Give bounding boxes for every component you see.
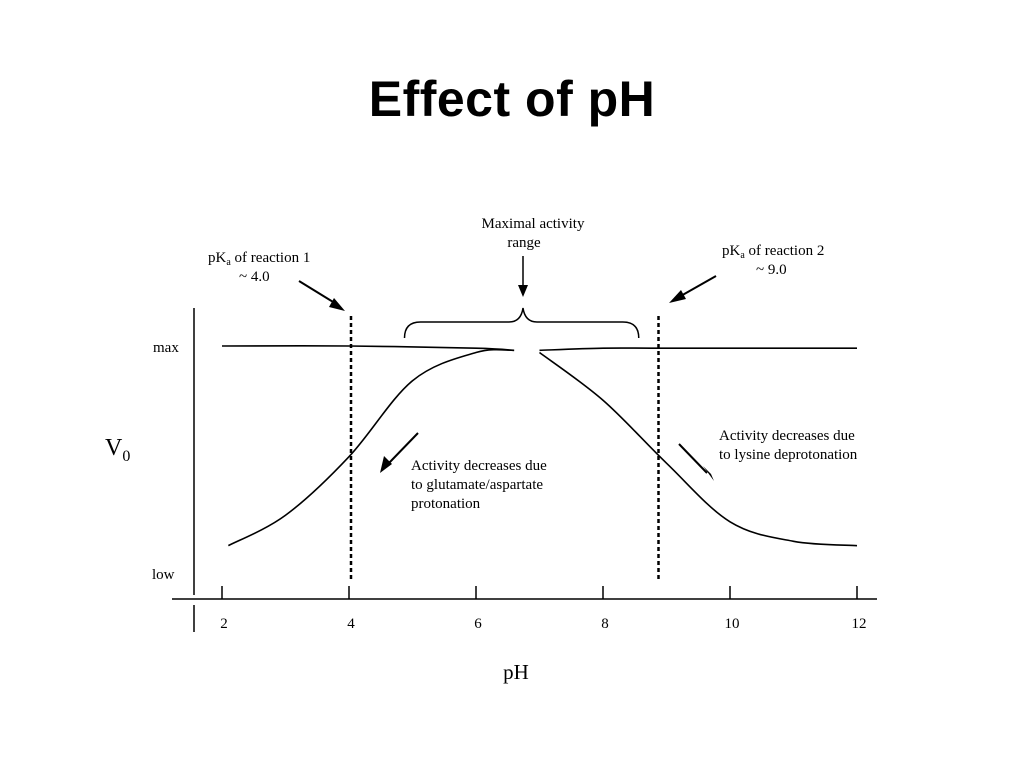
pka1-label-pre: pK: [208, 250, 227, 266]
slide-title: Effect of pH: [368, 71, 656, 127]
pka1-arrow: [298, 280, 339, 306]
annotation-right-line2: to lysine deprotonation: [719, 447, 858, 463]
x-tick-label-10: 10: [725, 616, 740, 632]
y-level-low: low: [152, 567, 175, 583]
curve-max-left: [221, 345, 515, 352]
y-axis-label-sub: 0: [122, 448, 130, 465]
pka1-label-post: of reaction 1: [231, 250, 311, 266]
x-tick-label-8: 8: [601, 616, 609, 632]
pka2-value: ~ 9.0: [756, 262, 787, 278]
pka2-label: pKa of reaction 2: [722, 243, 824, 261]
annotation-right-line1: Activity decreases due: [719, 428, 855, 444]
bracket-label-line1: Maximal activity: [482, 216, 585, 232]
pka1-label: pKa of reaction 1: [208, 250, 310, 268]
annotation-left-line3: protonation: [411, 496, 481, 512]
y-axis-label: V0: [105, 435, 130, 465]
y-axis-label-main: V: [105, 435, 123, 461]
bracket-path: [403, 307, 640, 339]
curve-base-limb: [539, 351, 858, 547]
pka1-value: ~ 4.0: [239, 269, 270, 285]
curve-acid-limb: [227, 348, 515, 547]
x-tick-label-6: 6: [474, 616, 482, 632]
annotation-left-line2: to glutamate/aspartate: [411, 477, 543, 493]
pka2-arrow: [678, 275, 717, 298]
bracket-label-line2: range: [507, 235, 541, 251]
pka2-label-pre: pK: [722, 243, 741, 259]
pka1-arrow-head: [329, 298, 345, 311]
y-level-max: max: [153, 340, 179, 356]
annotation-right-arrow: [678, 443, 708, 474]
curve-max-right: [539, 347, 857, 352]
x-axis-label: pH: [503, 660, 529, 684]
annotation-left-arrow: [388, 432, 419, 464]
x-tick-label-12: 12: [852, 616, 867, 632]
annotation-left-line1: Activity decreases due: [411, 458, 547, 474]
pka2-label-post: of reaction 2: [745, 243, 825, 259]
bracket-arrow-head: [518, 285, 528, 297]
annotation-right-arrow-head: [703, 466, 714, 481]
max-activity-bracket: [403, 307, 640, 339]
pka1-label-sub: a: [226, 257, 231, 268]
annotation-left-arrow-head: [380, 456, 392, 473]
pka2-label-sub: a: [740, 250, 745, 261]
x-tick-label-4: 4: [347, 616, 355, 632]
pka2-arrow-head: [669, 290, 686, 303]
x-tick-label-2: 2: [220, 616, 228, 632]
